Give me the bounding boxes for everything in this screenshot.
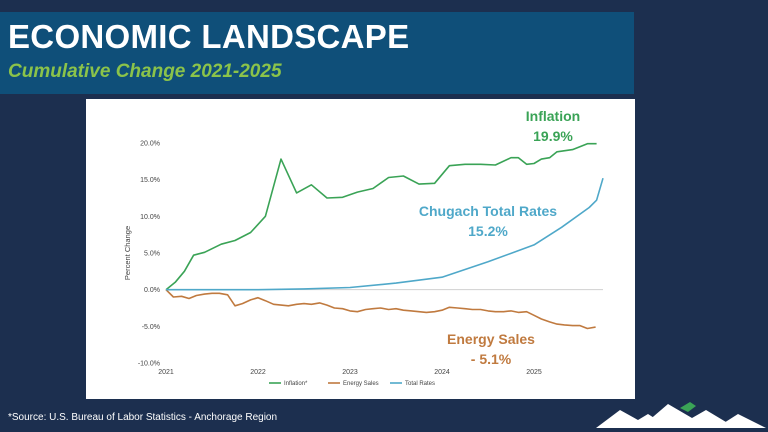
energy-annotation-line: - 5.1% (471, 351, 512, 367)
x-tick-label: 2023 (342, 369, 358, 376)
x-tick-label: 2022 (250, 369, 266, 376)
legend-label: Inflation* (284, 381, 308, 387)
x-tick-label: 2021 (158, 369, 174, 376)
mountain-logo-icon (596, 402, 766, 428)
y-tick-label: 5.0% (144, 251, 160, 258)
x-tick-label: 2024 (434, 369, 450, 376)
energy-annotation-line: Energy Sales (447, 331, 535, 347)
legend-label: Energy Sales (343, 381, 379, 387)
series-line-inflation (165, 142, 597, 291)
rates-annotation-line: 15.2% (468, 223, 508, 239)
y-tick-label: -10.0% (138, 361, 160, 368)
y-axis-label: Percent Change (123, 226, 132, 280)
y-tick-label: 10.0% (140, 214, 160, 221)
rates-annotation-line: Chugach Total Rates (419, 203, 557, 219)
series-line-energy-sales (165, 289, 596, 330)
inflation-annotation-line: 19.9% (533, 128, 573, 144)
legend-label: Total Rates (405, 381, 435, 387)
page-subtitle: Cumulative Change 2021-2025 (8, 61, 282, 82)
inflation-annotation-line: Inflation (526, 108, 580, 124)
x-tick-label: 2025 (526, 369, 542, 376)
source-note: *Source: U.S. Bureau of Labor Statistics… (8, 412, 278, 423)
y-tick-label: 0.0% (144, 287, 160, 294)
title-band (0, 12, 634, 94)
y-tick-label: 15.0% (140, 177, 160, 184)
chart-panel: 20.0% 15.0% 10.0% 5.0% 0.0% -5.0% -10.0% 2021 20… (86, 99, 635, 399)
page-title: ECONOMIC LANDSCAPE (8, 18, 410, 55)
y-tick-label: -5.0% (142, 324, 160, 331)
series-line-total-rates (166, 177, 604, 291)
line-chart: 20.0% 15.0% 10.0% 5.0% 0.0% -5.0% -10.0%2021 20… (123, 108, 604, 387)
y-tick-label: 20.0% (140, 141, 160, 148)
